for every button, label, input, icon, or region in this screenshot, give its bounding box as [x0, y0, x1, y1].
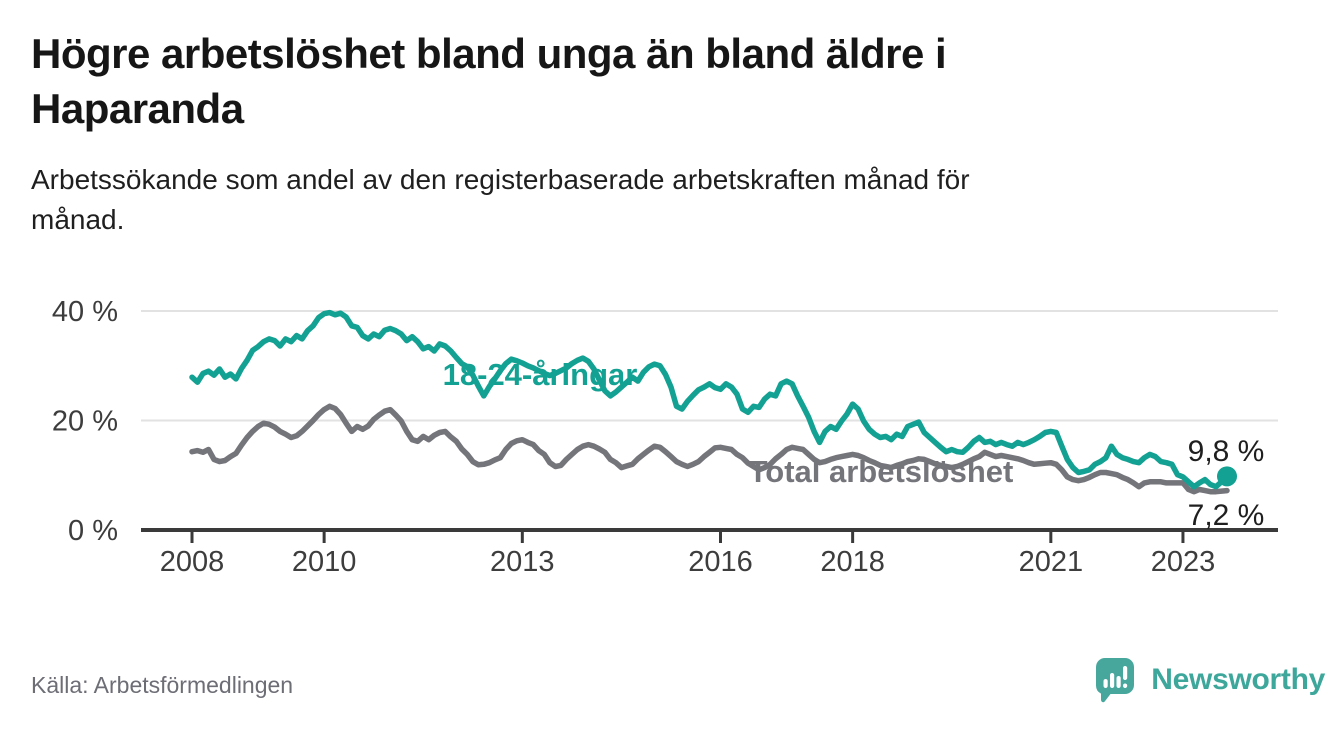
source-note: Källa: Arbetsförmedlingen: [31, 672, 294, 698]
x-tick-label: 2013: [490, 546, 555, 578]
y-tick-label: 0 %: [68, 515, 118, 547]
speech-bubble-shape: [1096, 658, 1135, 703]
series-line-1: [189, 403, 1230, 495]
logo-bar-chart-glyph: [1103, 666, 1128, 688]
brand-name: Newsworthy: [1151, 663, 1325, 696]
y-tick-label: 40 %: [52, 296, 118, 328]
x-tick-label: 2008: [160, 546, 225, 578]
x-axis: [141, 528, 1278, 543]
series-line-0: [189, 309, 1230, 490]
header: Högre arbetslöshet bland unga än bland ä…: [31, 26, 1031, 240]
page-subtitle: Arbetssökande som andel av den registerb…: [31, 164, 970, 235]
series-lines: [189, 309, 1230, 495]
line-chart: 0 % 20 % 40 % 2008 2010 2013 2016 2018 2021 2023…: [52, 296, 1278, 578]
x-tick-label: 2021: [1019, 546, 1084, 578]
x-tick-label: 2018: [820, 546, 885, 578]
x-tick-label: 2016: [688, 546, 753, 578]
page-title: Högre arbetslöshet bland unga än bland ä…: [31, 30, 947, 132]
series-label-total: Total arbetslöshet: [749, 454, 1014, 489]
x-tick-label: 2023: [1151, 546, 1216, 578]
y-axis-labels: 0 % 20 % 40 %: [52, 296, 118, 547]
x-axis-labels: 2008 2010 2013 2016 2018 2021 2023: [160, 546, 1215, 578]
x-tick-label: 2010: [292, 546, 357, 578]
end-value-label-total: 7,2 %: [1188, 499, 1265, 532]
newsworthy-logo-icon: [1096, 658, 1135, 703]
y-tick-label: 20 %: [52, 406, 118, 438]
end-value-label-youth: 9,8 %: [1188, 435, 1265, 468]
series-label-youth: 18-24-åringar: [443, 357, 638, 392]
chart: 0 % 20 % 40 % 2008 2010 2013 2016 2018 2021 2023…: [52, 296, 1278, 578]
series-end-dot: [1217, 466, 1237, 487]
brand-logo[interactable]: Newsworthy: [1092, 656, 1325, 704]
